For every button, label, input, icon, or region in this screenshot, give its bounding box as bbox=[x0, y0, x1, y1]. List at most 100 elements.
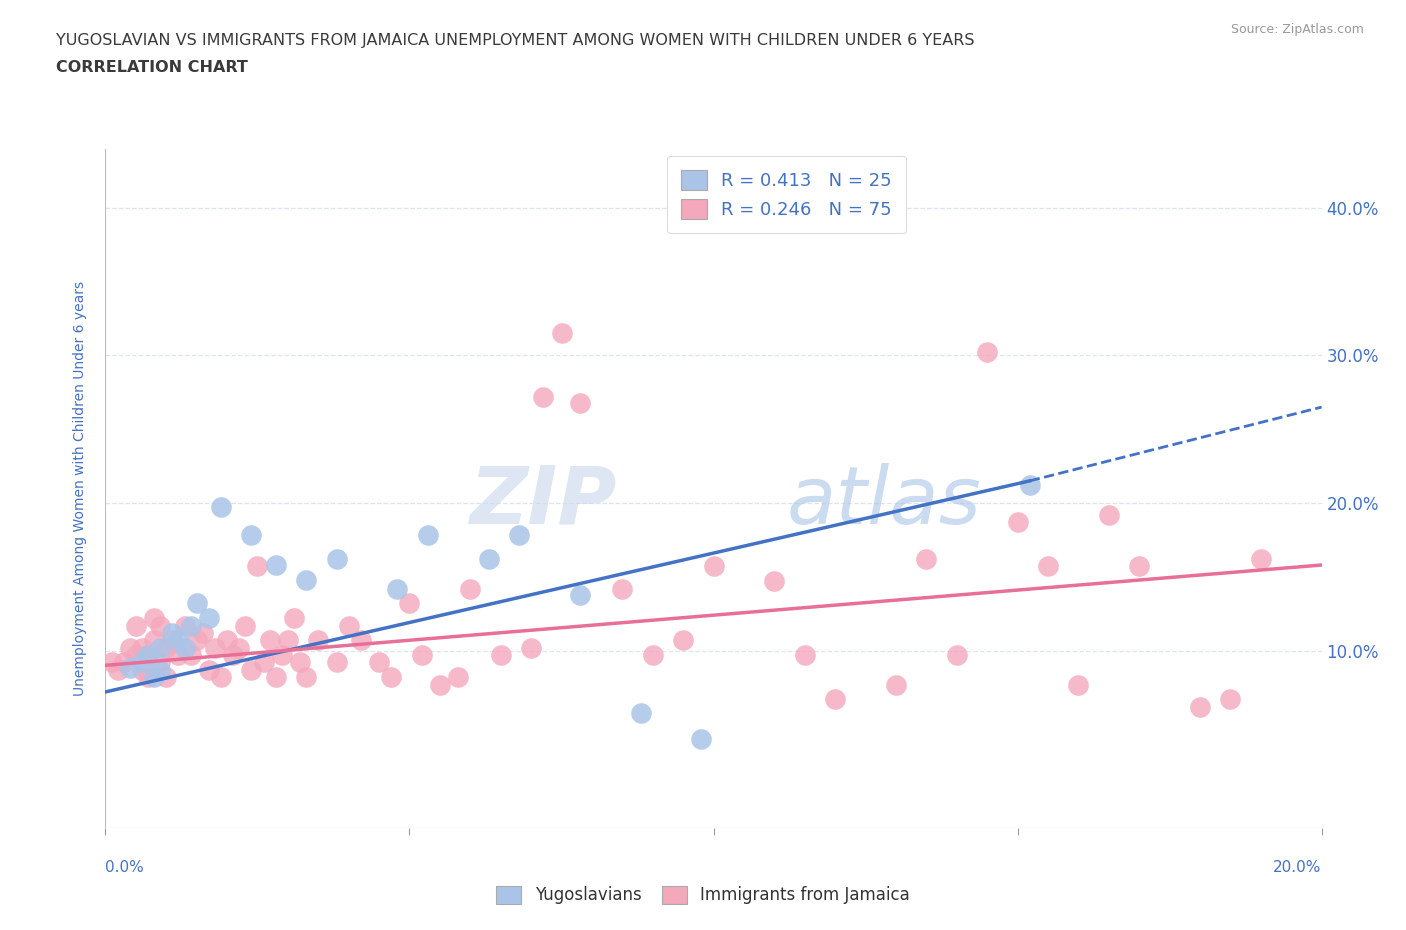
Point bbox=[458, 581, 481, 596]
Point bbox=[1067, 677, 1090, 692]
Point bbox=[690, 732, 713, 747]
Point bbox=[264, 670, 287, 684]
Point bbox=[884, 677, 907, 692]
Point bbox=[793, 647, 815, 662]
Point bbox=[288, 655, 311, 670]
Point bbox=[155, 640, 177, 655]
Point bbox=[112, 655, 135, 670]
Point bbox=[387, 581, 409, 596]
Point bbox=[107, 662, 129, 677]
Point bbox=[143, 611, 166, 626]
Point bbox=[149, 640, 172, 655]
Point bbox=[368, 655, 391, 670]
Point bbox=[125, 647, 148, 662]
Point bbox=[398, 596, 420, 611]
Text: atlas: atlas bbox=[786, 463, 981, 541]
Point bbox=[550, 326, 572, 340]
Point bbox=[337, 618, 360, 633]
Point bbox=[186, 632, 208, 647]
Point bbox=[131, 662, 153, 677]
Point bbox=[416, 528, 439, 543]
Text: CORRELATION CHART: CORRELATION CHART bbox=[56, 60, 247, 75]
Point bbox=[520, 640, 543, 655]
Legend: Yugoslavians, Immigrants from Jamaica: Yugoslavians, Immigrants from Jamaica bbox=[489, 879, 917, 911]
Point bbox=[155, 670, 177, 684]
Point bbox=[143, 632, 166, 647]
Point bbox=[149, 662, 172, 677]
Point bbox=[149, 618, 172, 633]
Point bbox=[1007, 515, 1029, 530]
Point bbox=[198, 662, 221, 677]
Point bbox=[167, 632, 190, 647]
Point bbox=[149, 655, 172, 670]
Point bbox=[131, 655, 153, 670]
Point bbox=[489, 647, 512, 662]
Point bbox=[136, 670, 159, 684]
Point bbox=[1036, 559, 1059, 574]
Point bbox=[186, 596, 208, 611]
Point bbox=[240, 528, 263, 543]
Point bbox=[1128, 559, 1150, 574]
Point bbox=[270, 647, 292, 662]
Point bbox=[136, 647, 159, 662]
Point bbox=[162, 626, 184, 641]
Point bbox=[277, 632, 299, 647]
Point bbox=[672, 632, 695, 647]
Point bbox=[1018, 478, 1040, 493]
Point bbox=[209, 500, 232, 515]
Point bbox=[228, 640, 250, 655]
Point bbox=[222, 647, 245, 662]
Point bbox=[508, 528, 530, 543]
Point bbox=[143, 670, 166, 684]
Point bbox=[209, 670, 232, 684]
Point bbox=[240, 662, 263, 677]
Text: ZIP: ZIP bbox=[468, 463, 616, 541]
Point bbox=[447, 670, 470, 684]
Text: YUGOSLAVIAN VS IMMIGRANTS FROM JAMAICA UNEMPLOYMENT AMONG WOMEN WITH CHILDREN UN: YUGOSLAVIAN VS IMMIGRANTS FROM JAMAICA U… bbox=[56, 33, 974, 47]
Point bbox=[295, 670, 318, 684]
Point bbox=[325, 655, 347, 670]
Point bbox=[824, 692, 846, 707]
Point bbox=[630, 705, 652, 720]
Point bbox=[167, 647, 190, 662]
Point bbox=[612, 581, 634, 596]
Text: Source: ZipAtlas.com: Source: ZipAtlas.com bbox=[1230, 23, 1364, 36]
Point bbox=[568, 587, 591, 602]
Point bbox=[295, 572, 318, 587]
Point bbox=[1219, 692, 1241, 707]
Point bbox=[283, 611, 305, 626]
Point bbox=[945, 647, 967, 662]
Point bbox=[131, 640, 153, 655]
Point bbox=[173, 618, 195, 633]
Point bbox=[100, 655, 122, 670]
Point bbox=[976, 345, 998, 360]
Point bbox=[198, 611, 221, 626]
Legend: R = 0.413   N = 25, R = 0.246   N = 75: R = 0.413 N = 25, R = 0.246 N = 75 bbox=[666, 155, 905, 233]
Point bbox=[204, 640, 226, 655]
Point bbox=[325, 551, 347, 566]
Point bbox=[264, 558, 287, 573]
Point bbox=[118, 661, 141, 676]
Point bbox=[1250, 551, 1272, 566]
Point bbox=[246, 559, 269, 574]
Point bbox=[259, 632, 281, 647]
Point bbox=[915, 551, 938, 566]
Point bbox=[217, 632, 239, 647]
Point bbox=[191, 626, 214, 641]
Point bbox=[531, 390, 554, 405]
Point bbox=[380, 670, 402, 684]
Point bbox=[233, 618, 256, 633]
Point bbox=[641, 647, 664, 662]
Text: 0.0%: 0.0% bbox=[105, 860, 145, 875]
Point bbox=[477, 551, 499, 566]
Point bbox=[350, 632, 373, 647]
Point bbox=[429, 677, 451, 692]
Point bbox=[763, 574, 786, 589]
Point bbox=[180, 647, 202, 662]
Point bbox=[307, 632, 329, 647]
Point bbox=[252, 655, 274, 670]
Point bbox=[162, 632, 184, 647]
Text: 20.0%: 20.0% bbox=[1274, 860, 1322, 875]
Point bbox=[702, 559, 725, 574]
Point bbox=[173, 640, 195, 655]
